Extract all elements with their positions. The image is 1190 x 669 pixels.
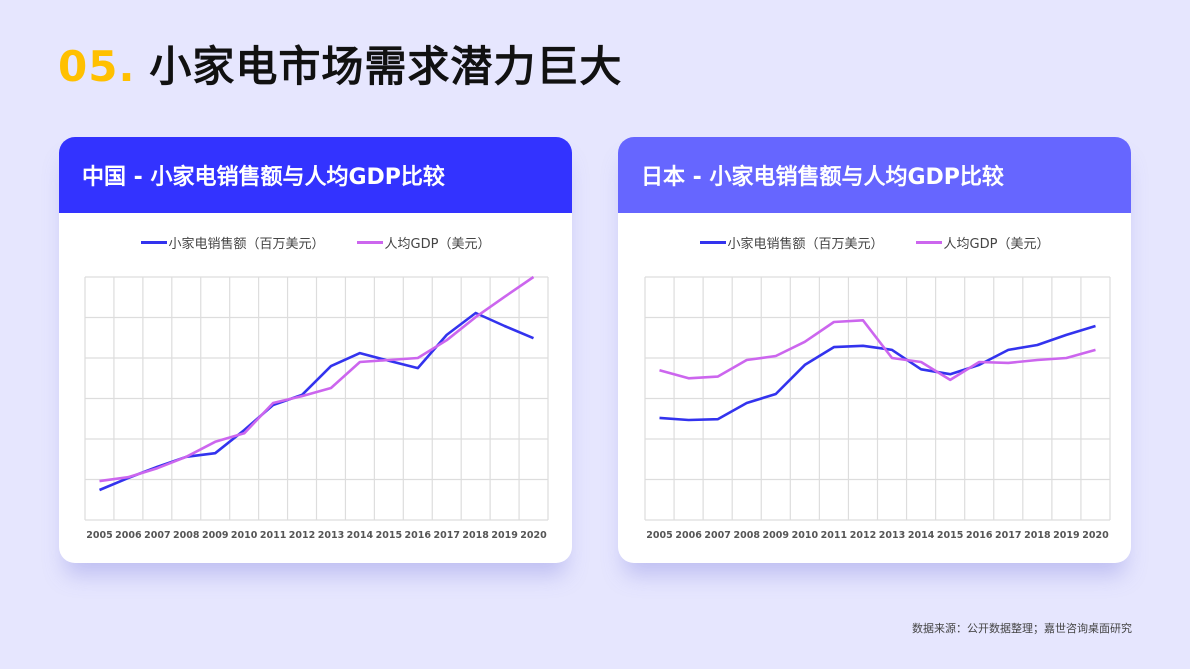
x-tick-label: 2014	[908, 530, 935, 541]
x-tick-label: 2012	[850, 530, 876, 541]
page-title: 05. 小家电市场需求潜力巨大	[58, 40, 622, 94]
legend-item-gdp[interactable]: 人均GDP（美元）	[356, 233, 491, 252]
x-tick-label: 2016	[966, 530, 993, 541]
x-tick-label: 2006	[115, 530, 142, 541]
legend-label-gdp: 人均GDP（美元）	[943, 237, 1050, 252]
china-card-header: 中国 - 小家电销售额与人均GDP比较	[59, 137, 572, 213]
x-tick-label: 2013	[879, 530, 905, 541]
china-legend: 小家电销售额（百万美元） 人均GDP（美元）	[59, 233, 572, 252]
x-tick-label: 2009	[202, 530, 228, 541]
japan-legend: 小家电销售额（百万美元） 人均GDP（美元）	[618, 233, 1131, 252]
x-tick-label: 2019	[1053, 530, 1079, 541]
section-number: 05.	[58, 42, 136, 91]
x-tick-label: 2020	[520, 530, 547, 541]
legend-line-gdp-icon	[915, 241, 942, 244]
legend-line-sales-icon	[699, 241, 726, 244]
china-chart-card: 中国 - 小家电销售额与人均GDP比较 小家电销售额（百万美元） 人均GDP（美…	[59, 137, 572, 563]
x-tick-label: 2008	[173, 530, 200, 541]
x-tick-label: 2018	[1024, 530, 1051, 541]
japan-card-title: 日本 - 小家电销售额与人均GDP比较	[641, 165, 1004, 190]
series-line-gdp[interactable]	[99, 275, 535, 483]
grid	[644, 276, 1111, 521]
legend-line-gdp-icon	[356, 241, 383, 244]
china-card-title: 中国 - 小家电销售额与人均GDP比较	[82, 165, 445, 190]
legend-label-gdp: 人均GDP（美元）	[384, 237, 491, 252]
x-tick-label: 2012	[289, 530, 315, 541]
series-line-gdp[interactable]	[659, 319, 1096, 382]
legend-label-sales: 小家电销售额（百万美元）	[727, 237, 884, 252]
china-line-chart: 2005 2006 2007 2008 2009 2010 2011 2012 2013 2014…	[84, 275, 549, 541]
x-tick-label: 2016	[405, 530, 432, 541]
x-tick-label: 2014	[347, 530, 374, 541]
x-tick-label: 2006	[675, 530, 702, 541]
x-tick-label: 2017	[995, 530, 1021, 541]
japan-card-header: 日本 - 小家电销售额与人均GDP比较	[618, 137, 1131, 213]
x-tick-label: 2013	[318, 530, 344, 541]
x-tick-label: 2011	[821, 530, 847, 541]
x-tick-label: 2009	[763, 530, 789, 541]
x-tick-label: 2008	[733, 530, 760, 541]
x-tick-label: 2019	[491, 530, 517, 541]
japan-chart-card: 日本 - 小家电销售额与人均GDP比较 小家电销售额（百万美元） 人均GDP（美…	[618, 137, 1131, 563]
legend-item-sales[interactable]: 小家电销售额（百万美元）	[140, 233, 325, 252]
japan-line-chart: 2005 2006 2007 2008 2009 2010 2011 2012 2013 2014…	[644, 276, 1111, 541]
x-tick-label: 2018	[462, 530, 489, 541]
x-tick-label: 2015	[937, 530, 963, 541]
legend-label-sales: 小家电销售额（百万美元）	[168, 237, 325, 252]
x-tick-label: 2011	[260, 530, 286, 541]
data-source-note: 数据来源：公开数据整理；嘉世咨询桌面研究	[912, 622, 1132, 635]
x-tick-label: 2020	[1082, 530, 1109, 541]
legend-item-sales[interactable]: 小家电销售额（百万美元）	[699, 233, 884, 252]
x-axis-labels: 2005 2006 2007 2008 2009 2010 2011 2012 2013 2014…	[646, 530, 1109, 541]
legend-line-sales-icon	[140, 241, 167, 244]
series-line-sales[interactable]	[659, 324, 1096, 422]
x-tick-label: 2005	[646, 530, 672, 541]
x-tick-label: 2010	[792, 530, 819, 541]
x-tick-label: 2005	[86, 530, 112, 541]
x-tick-label: 2007	[704, 530, 730, 541]
x-tick-label: 2010	[231, 530, 258, 541]
x-tick-label: 2007	[144, 530, 170, 541]
x-tick-label: 2015	[376, 530, 402, 541]
legend-item-gdp[interactable]: 人均GDP（美元）	[915, 233, 1050, 252]
section-title: 小家电市场需求潜力巨大	[149, 42, 623, 91]
x-axis-labels: 2005 2006 2007 2008 2009 2010 2011 2012 2013 2014…	[86, 530, 547, 541]
x-tick-label: 2017	[433, 530, 459, 541]
